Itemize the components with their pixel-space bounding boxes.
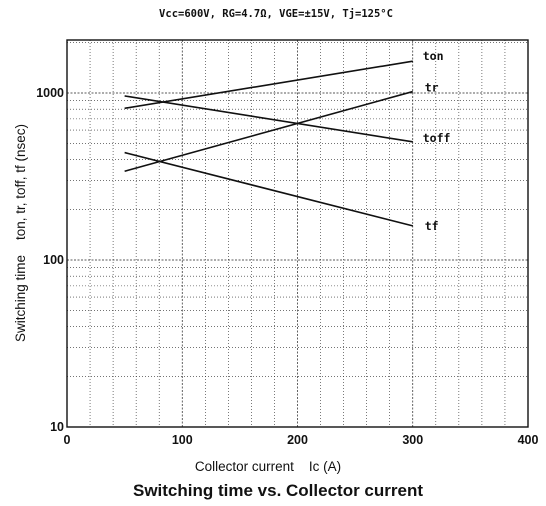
- y-tick-label: 1000: [36, 86, 64, 100]
- x-tick-label: 200: [287, 433, 308, 447]
- series-line-tf: [124, 151, 413, 227]
- chart-grid: [67, 40, 528, 427]
- x-axis: 0 100 200 300 400: [64, 433, 539, 447]
- y-tick-label: 10: [50, 420, 64, 434]
- series-labels: ton tr toff tf: [423, 49, 451, 233]
- series-label-ton: ton: [423, 49, 444, 63]
- series-line-ton: [124, 60, 413, 110]
- series-label-toff: toff: [423, 131, 451, 145]
- series-line-toff: [124, 95, 413, 143]
- series-line-tr: [124, 90, 413, 173]
- x-axis-label: Collector current Ic (A): [195, 459, 341, 474]
- test-conditions: Vcc=600V, RG=4.7Ω, VGE=±15V, Tj=125°C: [159, 8, 393, 20]
- x-tick-label: 300: [402, 433, 423, 447]
- y-axis: 10 100 1000: [36, 86, 64, 434]
- x-tick-label: 0: [64, 433, 71, 447]
- y-axis-label: Switching time ton, tr, toff, tf (nsec): [13, 124, 28, 342]
- plot-area: [66, 39, 529, 428]
- x-tick-label: 400: [518, 433, 539, 447]
- series-label-tr: tr: [425, 81, 439, 95]
- y-tick-label: 100: [43, 253, 64, 267]
- series-lines: [124, 60, 413, 227]
- x-tick-label: 100: [172, 433, 193, 447]
- chart-caption: Switching time vs. Collector current: [133, 481, 423, 500]
- series-label-tf: tf: [425, 219, 439, 233]
